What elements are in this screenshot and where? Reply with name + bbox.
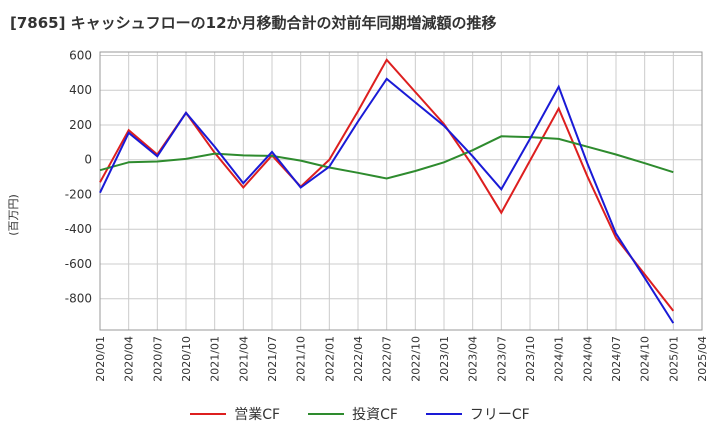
x-tick-label: 2025/04 [696, 336, 709, 382]
x-tick-label: 2022/07 [381, 336, 394, 382]
x-tick-label: 2024/07 [610, 336, 623, 382]
x-tick-label: 2021/07 [266, 336, 279, 382]
x-tick-label: 2025/01 [667, 336, 680, 382]
x-tick-label: 2024/10 [639, 336, 652, 382]
plot-area [99, 51, 703, 331]
legend-swatch-free [425, 413, 462, 415]
x-tick-label: 2024/01 [553, 336, 566, 382]
x-tick-label: 2023/04 [467, 336, 480, 382]
x-tick-label: 2020/04 [123, 336, 136, 382]
legend: 営業CF 投資CF フリーCF [0, 404, 720, 424]
legend-swatch-investing [308, 413, 345, 415]
x-tick-label: 2022/01 [323, 336, 336, 382]
y-tick-label: -200 [65, 187, 92, 201]
y-tick-label: 200 [69, 118, 92, 132]
x-tick-label: 2022/10 [409, 336, 422, 382]
legend-item-operating: 営業CF [190, 404, 280, 424]
x-tick-label: 2023/10 [524, 336, 537, 382]
legend-label-operating: 営業CF [234, 407, 281, 423]
x-tick-label: 2022/04 [352, 336, 365, 382]
legend-label-investing: 投資CF [352, 407, 398, 423]
x-tick-label: 2024/04 [581, 336, 594, 382]
chart-title: [7865] キャッシュフローの12か月移動合計の対前年同期増減額の推移 [10, 14, 497, 32]
y-tick-label: 400 [69, 83, 92, 97]
y-tick-label: -400 [65, 222, 92, 236]
x-tick-label: 2023/07 [495, 336, 508, 382]
x-tick-label: 2021/01 [209, 336, 222, 382]
legend-item-free: フリーCF [425, 404, 530, 424]
series-line-operating [99, 58, 675, 312]
x-tick-label: 2020/01 [94, 336, 107, 382]
series-line-free [99, 77, 675, 324]
y-tick-label: 600 [69, 48, 92, 62]
y-tick-label: 0 [84, 153, 92, 167]
x-tick-label: 2021/04 [237, 336, 250, 382]
legend-item-investing: 投資CF [308, 404, 398, 424]
y-tick-label: -800 [65, 292, 92, 306]
x-tick-label: 2023/01 [438, 336, 451, 382]
x-tick-label: 2020/10 [180, 336, 193, 382]
x-tick-label: 2020/07 [151, 336, 164, 382]
x-tick-label: 2021/10 [295, 336, 308, 382]
y-tick-label: -600 [65, 257, 92, 271]
legend-swatch-operating [190, 413, 227, 415]
legend-label-free: フリーCF [469, 407, 530, 423]
series-line-investing [99, 135, 674, 180]
